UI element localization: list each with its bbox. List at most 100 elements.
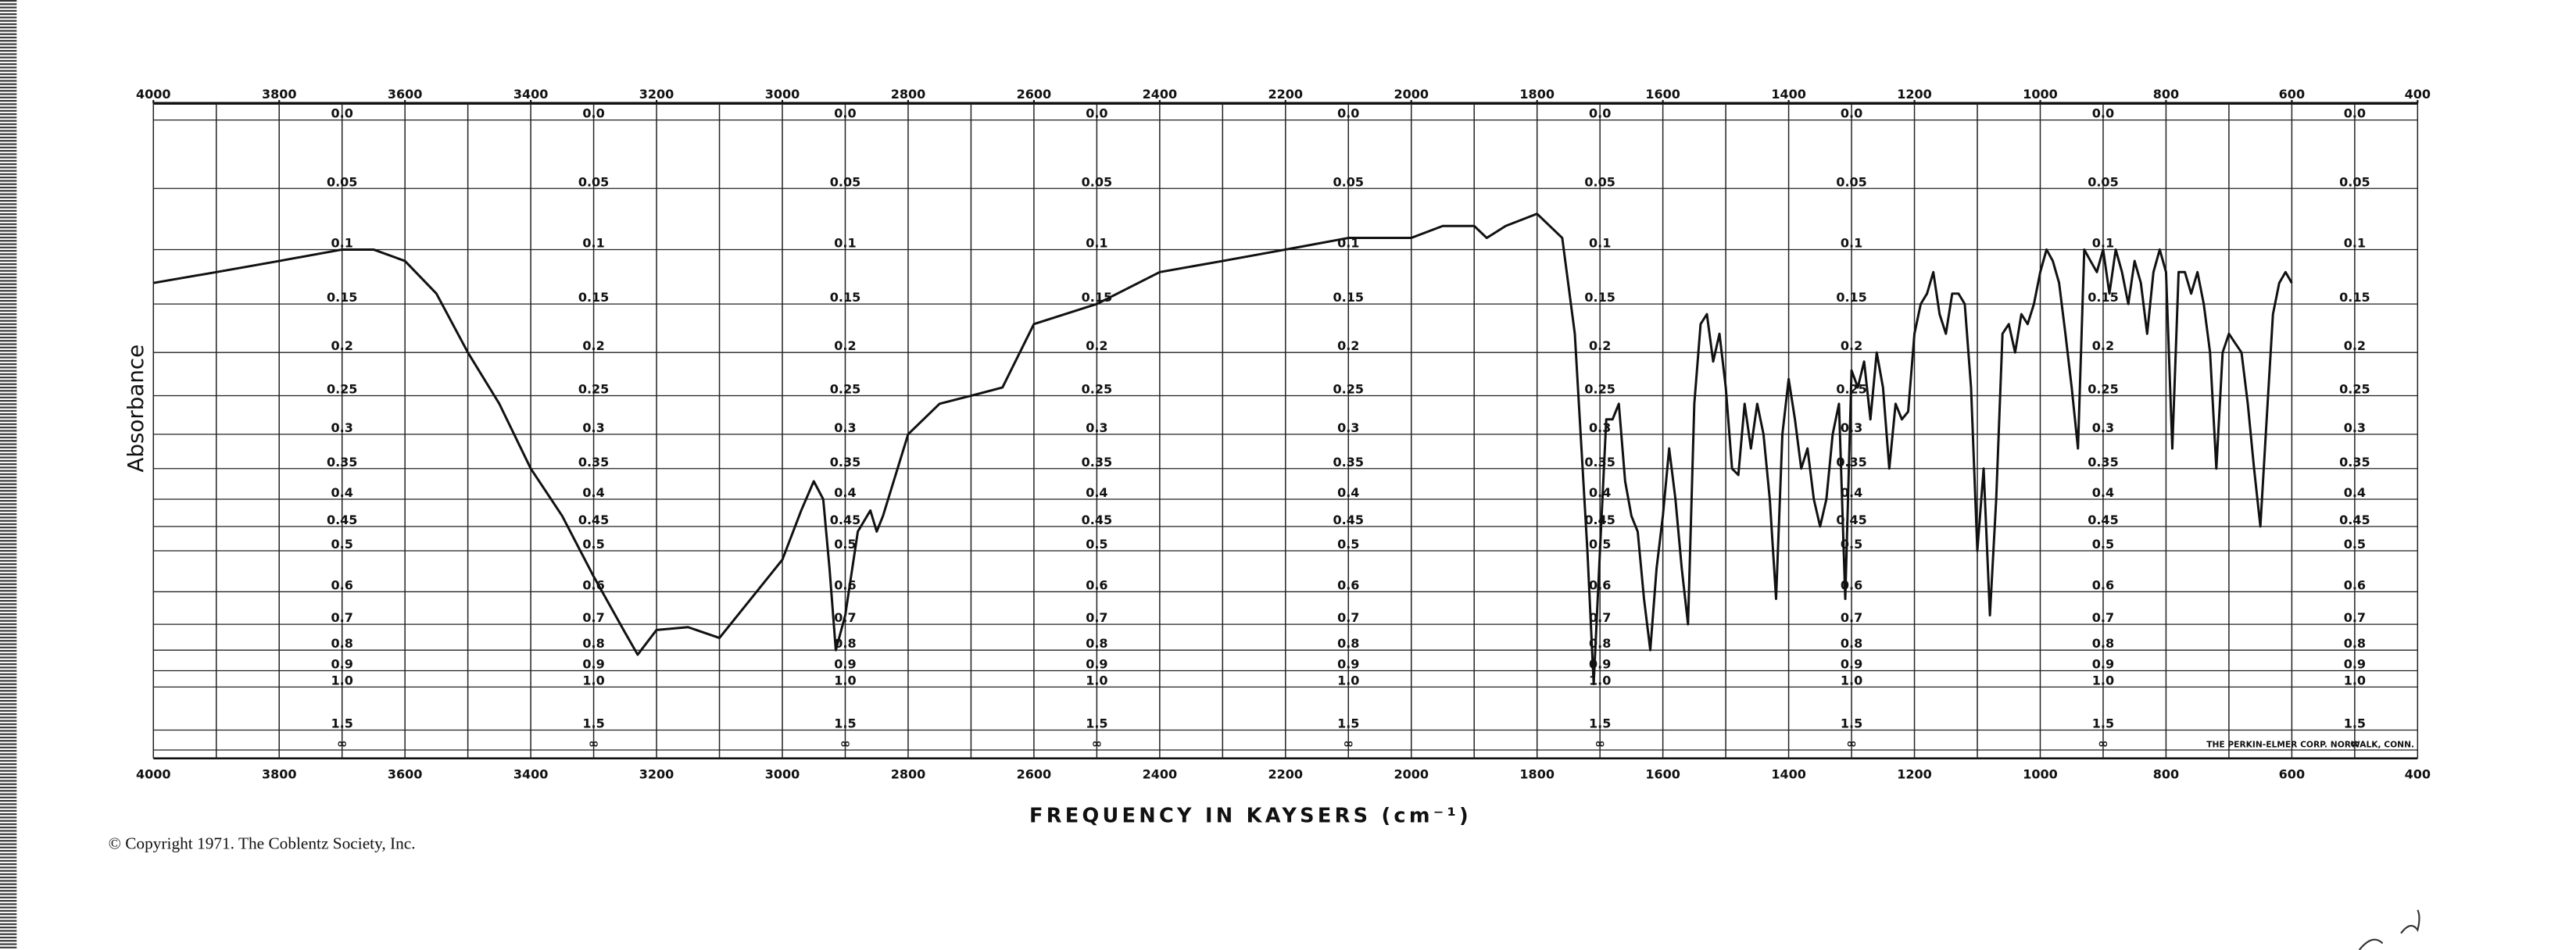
- x-tick-label-top: 800: [2153, 87, 2179, 102]
- y-tick-label: 0.1: [834, 235, 856, 250]
- y-tick-label: 0.5: [834, 537, 856, 552]
- x-tick-label-bottom: 800: [2153, 767, 2179, 782]
- y-axis-label: Absorbance: [123, 345, 148, 473]
- y-tick-label: 1.0: [1086, 673, 1107, 688]
- x-tick-label-bottom: 2000: [1394, 767, 1429, 782]
- y-tick-label: 0.15: [578, 290, 609, 305]
- y-tick-label: 0.5: [2344, 537, 2366, 552]
- y-tick-label: 0.6: [331, 577, 353, 592]
- x-tick-label-top: 1800: [1519, 87, 1555, 102]
- y-tick-label: 0.0: [331, 106, 353, 121]
- x-tick-label-bottom: 3800: [262, 767, 297, 782]
- y-tick-label: 0.6: [2092, 577, 2114, 592]
- y-tick-label: 0.0: [1841, 106, 1862, 121]
- y-tick-label: 0.9: [1086, 657, 1107, 672]
- y-tick-label: 0.25: [1584, 382, 1615, 397]
- y-tick-label: 0.0: [582, 106, 604, 121]
- y-tick-label: 0.9: [834, 657, 856, 672]
- y-tick-label: 0.25: [830, 382, 860, 397]
- y-tick-label: 1.0: [1841, 673, 1862, 688]
- y-tick-label: 0.2: [582, 338, 604, 353]
- y-tick-label: 0.2: [834, 338, 856, 353]
- y-tick-label: 0.4: [1337, 485, 1359, 500]
- y-tick-label: 0.35: [830, 455, 860, 470]
- y-tick-label: 0.15: [1836, 290, 1866, 305]
- y-tick-label: 0.05: [830, 174, 860, 189]
- y-tick-label: 0.2: [331, 338, 353, 353]
- x-tick-label-top: 400: [2405, 87, 2431, 102]
- y-tick-label: ∞: [337, 736, 347, 751]
- y-tick-label: 0.05: [2088, 174, 2118, 189]
- y-tick-label: 0.35: [2339, 455, 2370, 470]
- y-tick-label: 0.25: [1082, 382, 1112, 397]
- y-tick-label: 0.3: [331, 420, 353, 435]
- y-tick-label: 1.5: [331, 716, 353, 731]
- y-tick-label: 0.5: [582, 537, 604, 552]
- y-tick-label: ∞: [1595, 736, 1605, 751]
- y-tick-label: 0.3: [1589, 420, 1611, 435]
- y-tick-label: 0.8: [2092, 636, 2114, 651]
- y-tick-label: 0.3: [1337, 420, 1359, 435]
- y-tick-label: 0.05: [1333, 174, 1364, 189]
- y-tick-label: 0.7: [1841, 610, 1862, 625]
- x-tick-label-top: 2200: [1268, 87, 1304, 102]
- y-tick-label: ∞: [2098, 736, 2108, 751]
- y-tick-label: 0.9: [331, 657, 353, 672]
- x-tick-label-bottom: 1400: [1771, 767, 1806, 782]
- y-tick-label: 0.5: [1086, 537, 1107, 552]
- x-tick-label-top: 2000: [1394, 87, 1429, 102]
- spectrum-line: [153, 212, 2293, 686]
- y-tick-label: 0.1: [2092, 235, 2114, 250]
- y-tick-label: 1.5: [1337, 716, 1359, 731]
- x-tick-label-top: 3400: [513, 87, 549, 102]
- y-tick-label: 0.9: [582, 657, 604, 672]
- y-tick-label: ∞: [1343, 736, 1354, 751]
- x-tick-label-top: 3000: [765, 87, 800, 102]
- y-tick-label: 0.6: [1086, 577, 1107, 592]
- y-tick-label: 0.1: [1841, 235, 1862, 250]
- imprint: THE PERKIN-ELMER CORP. NORWALK, CONN.: [2206, 740, 2414, 750]
- x-tick-label-bottom: 3200: [639, 767, 674, 782]
- x-tick-label-top: 4000: [136, 87, 171, 102]
- x-tick-label-top: 600: [2279, 87, 2305, 102]
- y-tick-label: 0.4: [834, 485, 856, 500]
- y-tick-label: 1.0: [1337, 673, 1359, 688]
- y-tick-label: 0.6: [1337, 577, 1359, 592]
- y-tick-label: 0.1: [582, 235, 604, 250]
- y-tick-label: 0.9: [2344, 657, 2366, 672]
- y-tick-label: ∞: [589, 736, 599, 751]
- x-tick-label-top: 1600: [1645, 87, 1680, 102]
- y-tick-label: 0.15: [1584, 290, 1615, 305]
- y-tick-label: 0.45: [1333, 512, 1364, 527]
- y-tick-label: 0.35: [1082, 455, 1112, 470]
- y-tick-label: 0.35: [1836, 455, 1866, 470]
- y-tick-label: ∞: [840, 736, 850, 751]
- y-tick-label: 0.0: [1086, 106, 1107, 121]
- y-tick-label: 0.25: [1333, 382, 1364, 397]
- y-tick-label: 0.45: [1584, 512, 1615, 527]
- x-tick-label-bottom: 1600: [1645, 767, 1680, 782]
- y-tick-label: 0.2: [2344, 338, 2366, 353]
- y-tick-label: 0.35: [1333, 455, 1364, 470]
- copyright: © Copyright 1971. The Coblentz Society, …: [109, 834, 416, 852]
- y-tick-label: 0.35: [578, 455, 609, 470]
- y-tick-label: 0.7: [1086, 610, 1107, 625]
- y-tick-label: 0.25: [2339, 382, 2370, 397]
- y-tick-label: 0.2: [1086, 338, 1107, 353]
- y-tick-label: 1.0: [2344, 673, 2366, 688]
- y-tick-label: 0.25: [327, 382, 357, 397]
- x-tick-label-bottom: 4000: [136, 767, 171, 782]
- x-tick-label-top: 2400: [1143, 87, 1178, 102]
- x-tick-label-top: 1000: [2023, 87, 2058, 102]
- y-tick-label: 0.4: [582, 485, 604, 500]
- y-tick-label: ∞: [1846, 736, 1856, 751]
- x-tick-label-bottom: 3600: [388, 767, 423, 782]
- y-tick-label: 0.2: [1841, 338, 1862, 353]
- y-tick-label: 0.4: [2344, 485, 2366, 500]
- y-tick-label: 0.3: [834, 420, 856, 435]
- y-tick-label: 0.45: [1836, 512, 1866, 527]
- y-tick-label: 0.7: [1337, 610, 1359, 625]
- y-tick-label: 0.45: [830, 512, 860, 527]
- y-tick-label: 0.7: [2344, 610, 2366, 625]
